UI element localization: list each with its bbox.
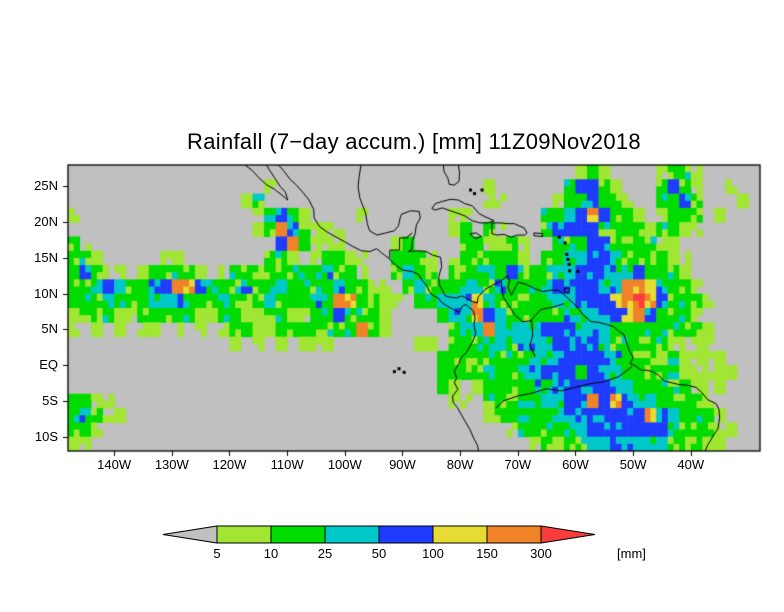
y-tick-label: EQ: [39, 357, 58, 373]
colorbar-over-arrow: [540, 525, 596, 544]
colorbar-segment: [486, 525, 542, 544]
x-tick-label: 130W: [154, 457, 189, 472]
colorbar-tick-label: 100: [422, 546, 444, 561]
colorbar-tick-label: 10: [264, 546, 278, 561]
x-tick-label: 140W: [97, 457, 132, 472]
x-tick-label: 120W: [212, 457, 247, 472]
y-tick-label: 5S: [42, 392, 58, 408]
x-tick-label: 80W: [446, 457, 474, 472]
colorbar-segment: [432, 525, 488, 544]
y-tick-label: 5N: [41, 321, 58, 337]
x-tick-label: 40W: [677, 457, 705, 472]
colorbar-segment: [378, 525, 434, 544]
colorbar-tick-label: 300: [530, 546, 552, 561]
y-tick-label: 10N: [34, 285, 58, 301]
x-tick-label: 100W: [327, 457, 362, 472]
y-tick-label: 15N: [34, 249, 58, 265]
colorbar-segment: [270, 525, 326, 544]
x-tick-label: 60W: [562, 457, 589, 472]
y-tick-label: 20N: [34, 214, 58, 230]
x-tick-label: 50W: [619, 457, 647, 472]
x-tick-label: 70W: [504, 457, 532, 472]
x-tick-label: 110W: [270, 457, 304, 472]
y-tick-label: 10S: [34, 428, 58, 444]
rainfall-map-canvas: [60, 157, 768, 459]
colorbar-tick-label: 5: [213, 546, 220, 561]
chart-title: Rainfall (7−day accum.) [mm] 11Z09Nov201…: [187, 129, 641, 154]
colorbar-tick-label: 25: [318, 546, 332, 561]
colorbar-tick-label: 150: [476, 546, 498, 561]
y-tick-label: 25N: [34, 178, 58, 194]
x-tick-label: 90W: [389, 457, 416, 472]
colorbar-unit-label: [mm]: [617, 546, 646, 561]
colorbar-under-arrow: [162, 525, 218, 544]
colorbar-legend: 5 10 25 50 100 150 300 [mm]: [162, 525, 646, 561]
colorbar-segment: [216, 525, 272, 544]
colorbar-tick-label: 50: [372, 546, 386, 561]
colorbar-segment: [324, 525, 380, 544]
